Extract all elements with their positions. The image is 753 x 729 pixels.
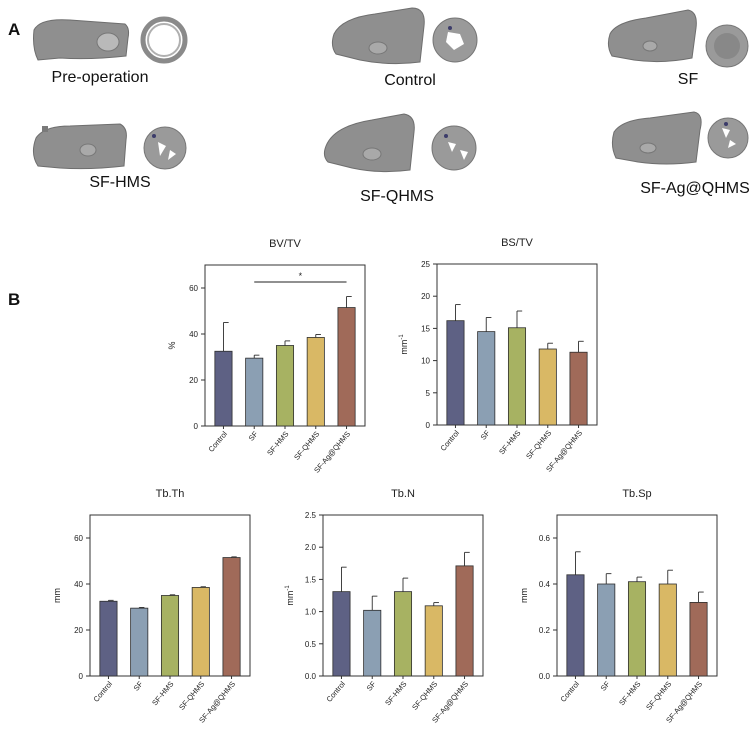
y-tick-label: 0.2 <box>539 626 551 635</box>
x-tick-label: SF-HMS <box>617 680 642 708</box>
y-tick-label: 5 <box>426 389 431 398</box>
chart-title: Tb.Sp <box>622 488 651 500</box>
sample-sf-ag-qhms: SF-Ag@QHMS <box>610 108 750 206</box>
y-tick-label: 40 <box>189 330 198 339</box>
y-axis-label: mm <box>519 588 529 603</box>
y-tick-label: 2.0 <box>305 543 317 552</box>
y-tick-label: 20 <box>189 376 198 385</box>
sf-ag-qhms-mandible-image <box>611 111 749 165</box>
y-tick-label: 60 <box>189 284 198 293</box>
sf-mandible-image <box>607 9 749 68</box>
chart-title: BV/TV <box>269 238 301 250</box>
sf-qhms-mandible-image <box>323 113 477 173</box>
sample-label: SF <box>677 71 699 88</box>
y-tick-label: 0.0 <box>305 672 317 681</box>
sample-sf-qhms: SF-QHMS <box>322 110 492 210</box>
sample-label: Pre-operation <box>51 69 149 86</box>
y-tick-label: 0 <box>194 422 199 431</box>
y-axis-label: % <box>167 341 177 349</box>
y-tick-label: 0.4 <box>539 580 551 589</box>
y-tick-label: 0 <box>426 421 431 430</box>
y-tick-label: 40 <box>74 580 83 589</box>
significance-star: * <box>299 271 303 281</box>
chart-title: BS/TV <box>501 237 533 249</box>
pre-operation-mandible-image <box>33 16 188 64</box>
y-tick-label: 10 <box>421 357 430 366</box>
y-tick-label: 20 <box>74 626 83 635</box>
x-tick-label: Control <box>559 679 582 704</box>
panel-b-letter: B <box>8 290 21 309</box>
bar-sf-ag-qhms <box>689 602 708 677</box>
y-axis-label: mm-1 <box>285 585 295 606</box>
bar-sf-qhms <box>658 583 677 677</box>
y-tick-label: 2.5 <box>305 511 317 520</box>
sample-sf-hms: SF-HMS <box>30 120 190 198</box>
sample-label: SF-HMS <box>89 174 151 191</box>
sample-label: SF-QHMS <box>360 188 434 205</box>
panel-a-letter: A <box>8 20 21 39</box>
sf-hms-mandible-image <box>32 123 187 170</box>
chart-title: Tb.Th <box>156 488 185 500</box>
sample-control: Control <box>330 4 490 94</box>
x-tick-label: SF <box>599 679 612 692</box>
y-tick-label: 0.5 <box>305 640 317 649</box>
control-mandible-image <box>331 7 478 65</box>
bar-sf <box>597 583 616 677</box>
y-tick-label: 60 <box>74 534 83 543</box>
y-tick-label: 0 <box>79 672 84 681</box>
chart-title: Tb.N <box>391 488 415 500</box>
sample-label: Control <box>384 72 436 89</box>
y-tick-label: 20 <box>421 292 430 301</box>
y-tick-label: 0.0 <box>539 672 551 681</box>
x-tick-label: SF-QHMS <box>644 680 673 712</box>
sample-sf: SF <box>606 8 751 94</box>
y-tick-label: 25 <box>421 260 430 269</box>
y-axis-label: mm-1 <box>399 334 409 355</box>
y-tick-label: 15 <box>421 324 430 333</box>
sample-pre-operation: Pre-operation <box>30 8 200 90</box>
y-tick-label: 1.0 <box>305 608 317 617</box>
y-tick-label: 1.5 <box>305 575 317 584</box>
y-tick-label: 0.6 <box>539 534 551 543</box>
bar-control <box>566 574 585 677</box>
bar-sf-hms <box>627 581 647 677</box>
y-axis-label: mm <box>52 588 62 603</box>
sample-label: SF-Ag@QHMS <box>640 180 750 197</box>
